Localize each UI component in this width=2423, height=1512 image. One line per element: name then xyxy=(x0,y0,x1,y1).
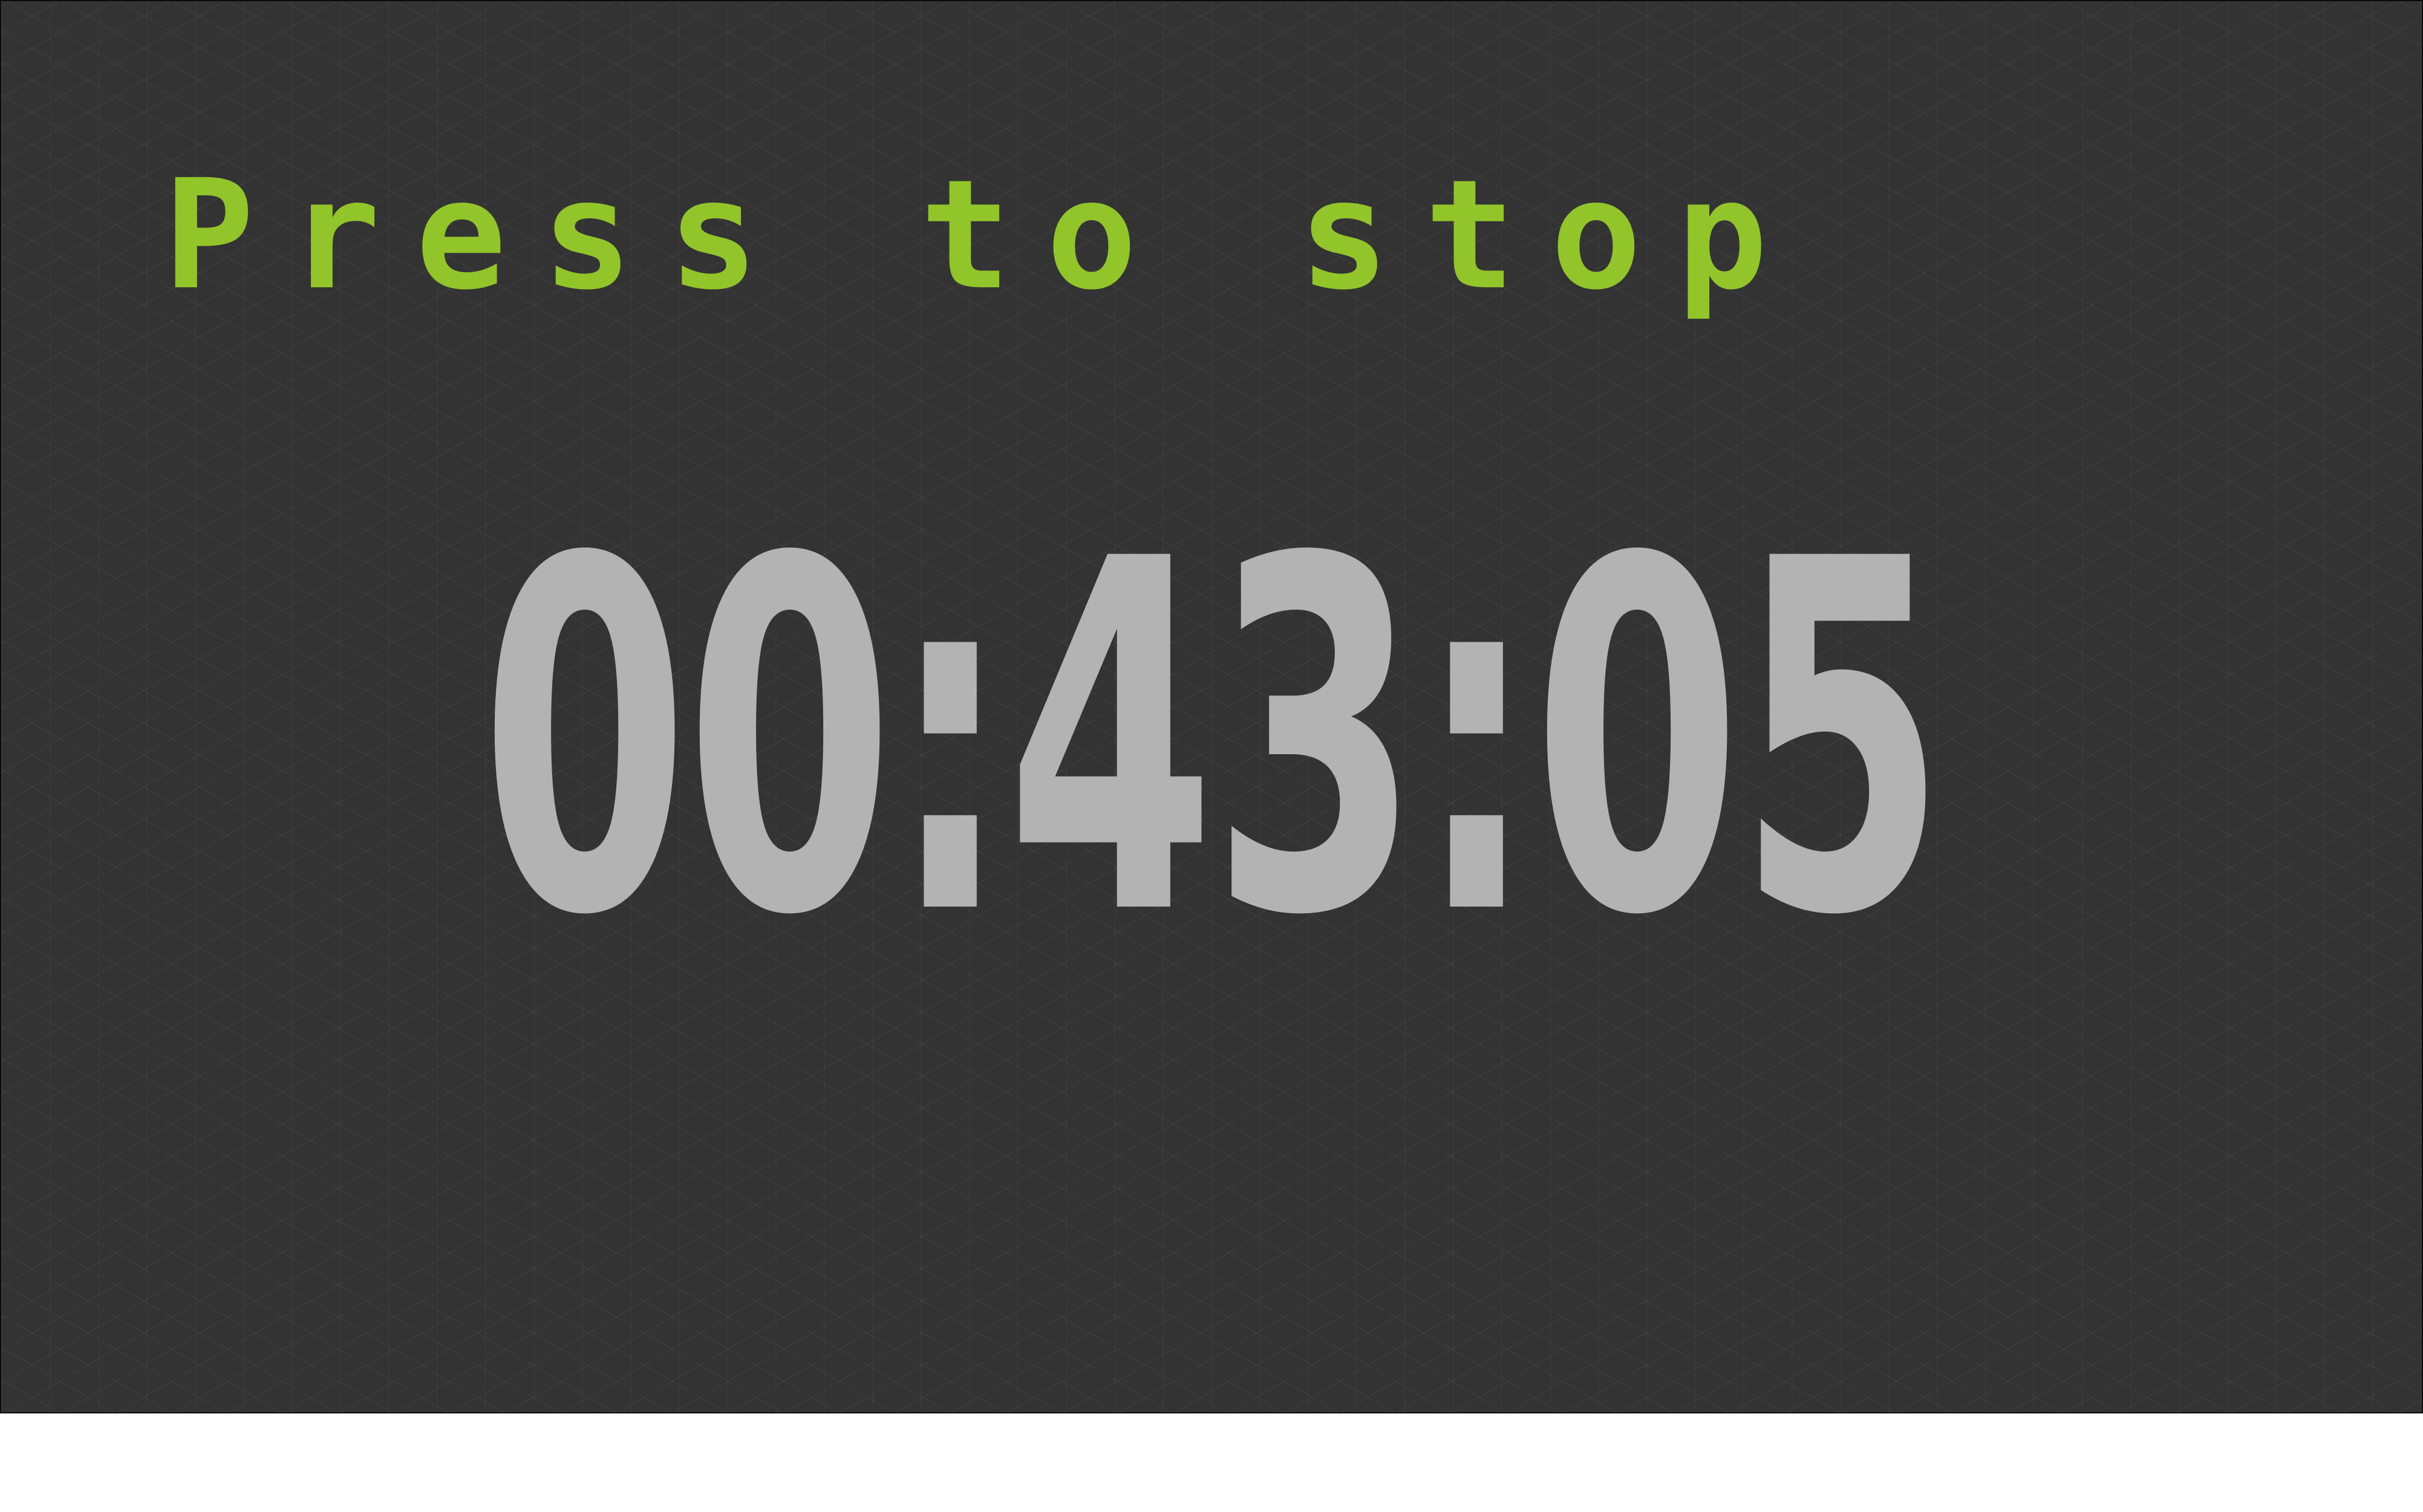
stopwatch-screen[interactable]: Press to stop 00:43:05 xyxy=(0,0,2423,1413)
elapsed-time-display: 00:43:05 xyxy=(480,457,1946,1021)
stop-button[interactable]: Press to stop xyxy=(163,147,1803,323)
